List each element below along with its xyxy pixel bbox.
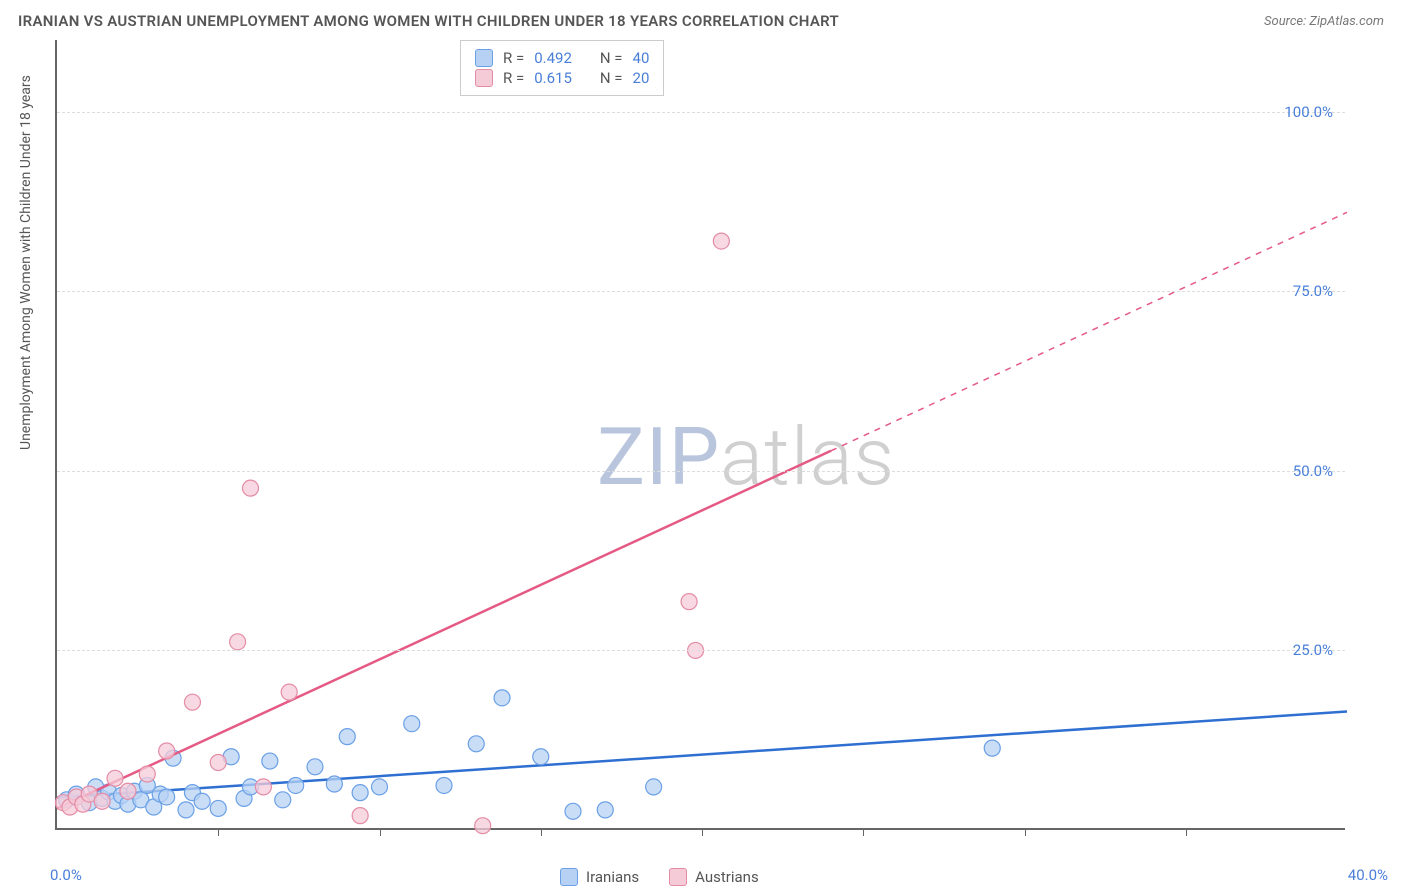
plot-area: ZIPatlas 25.0%50.0%75.0%100.0% bbox=[55, 40, 1345, 830]
legend-swatch bbox=[669, 868, 687, 886]
y-tick-label: 25.0% bbox=[1293, 641, 1333, 659]
data-point bbox=[139, 766, 155, 782]
legend-label: Iranians bbox=[586, 868, 639, 886]
data-point bbox=[681, 594, 697, 610]
x-tick bbox=[1025, 828, 1026, 836]
source-label: Source: ZipAtlas.com bbox=[1264, 14, 1384, 29]
plot-svg bbox=[57, 40, 1345, 828]
x-tick bbox=[1186, 828, 1187, 836]
legend-swatch bbox=[560, 868, 578, 886]
y-tick-label: 50.0% bbox=[1293, 462, 1333, 480]
data-point bbox=[436, 777, 452, 793]
data-point bbox=[475, 818, 491, 834]
data-point bbox=[713, 233, 729, 249]
data-point bbox=[194, 793, 210, 809]
x-origin-label: 0.0% bbox=[50, 866, 82, 884]
x-tick bbox=[218, 828, 219, 836]
y-tick-label: 75.0% bbox=[1293, 282, 1333, 300]
x-max-label: 40.0% bbox=[1348, 866, 1388, 884]
legend-swatch bbox=[475, 49, 493, 67]
stats-row: R = 0.615 N = 20 bbox=[475, 69, 649, 87]
data-point bbox=[307, 759, 323, 775]
n-label: N = bbox=[600, 49, 623, 67]
data-point bbox=[468, 736, 484, 752]
gridline bbox=[57, 650, 1345, 651]
legend-label: Austrians bbox=[695, 868, 759, 886]
stats-row: R = 0.492 N = 40 bbox=[475, 49, 649, 67]
r-value: 0.492 bbox=[534, 49, 572, 67]
y-tick-label: 100.0% bbox=[1284, 103, 1333, 121]
data-point bbox=[210, 754, 226, 770]
gridline bbox=[57, 291, 1345, 292]
n-value: 20 bbox=[633, 69, 650, 87]
data-point bbox=[352, 808, 368, 824]
r-value: 0.615 bbox=[534, 69, 572, 87]
data-point bbox=[494, 690, 510, 706]
trend-line-dashed bbox=[831, 212, 1347, 450]
y-axis-label: Unemployment Among Women with Children U… bbox=[18, 75, 34, 450]
data-point bbox=[210, 800, 226, 816]
stats-box: R = 0.492 N = 40 R = 0.615 N = 20 bbox=[460, 40, 664, 96]
data-point bbox=[184, 694, 200, 710]
data-point bbox=[120, 783, 136, 799]
r-label: R = bbox=[503, 49, 524, 67]
legend-swatch bbox=[475, 69, 493, 87]
data-point bbox=[94, 793, 110, 809]
x-tick bbox=[380, 828, 381, 836]
data-point bbox=[352, 785, 368, 801]
data-point bbox=[646, 779, 662, 795]
chart-title: IRANIAN VS AUSTRIAN UNEMPLOYMENT AMONG W… bbox=[18, 12, 839, 30]
data-point bbox=[230, 634, 246, 650]
n-label: N = bbox=[600, 69, 623, 87]
data-point bbox=[565, 803, 581, 819]
data-point bbox=[326, 776, 342, 792]
legend-item: Austrians bbox=[669, 868, 759, 886]
data-point bbox=[404, 716, 420, 732]
data-point bbox=[243, 480, 259, 496]
data-point bbox=[597, 802, 613, 818]
x-tick bbox=[702, 828, 703, 836]
data-point bbox=[178, 802, 194, 818]
data-point bbox=[255, 779, 271, 795]
gridline bbox=[57, 112, 1345, 113]
data-point bbox=[159, 789, 175, 805]
data-point bbox=[275, 792, 291, 808]
data-point bbox=[281, 684, 297, 700]
x-tick bbox=[863, 828, 864, 836]
data-point bbox=[288, 777, 304, 793]
data-point bbox=[533, 749, 549, 765]
data-point bbox=[107, 770, 123, 786]
bottom-legend: Iranians Austrians bbox=[560, 868, 759, 886]
data-point bbox=[339, 729, 355, 745]
data-point bbox=[984, 740, 1000, 756]
data-point bbox=[159, 743, 175, 759]
data-point bbox=[262, 753, 278, 769]
data-point bbox=[372, 779, 388, 795]
n-value: 40 bbox=[633, 49, 650, 67]
gridline bbox=[57, 471, 1345, 472]
r-label: R = bbox=[503, 69, 524, 87]
x-tick bbox=[541, 828, 542, 836]
legend-item: Iranians bbox=[560, 868, 639, 886]
